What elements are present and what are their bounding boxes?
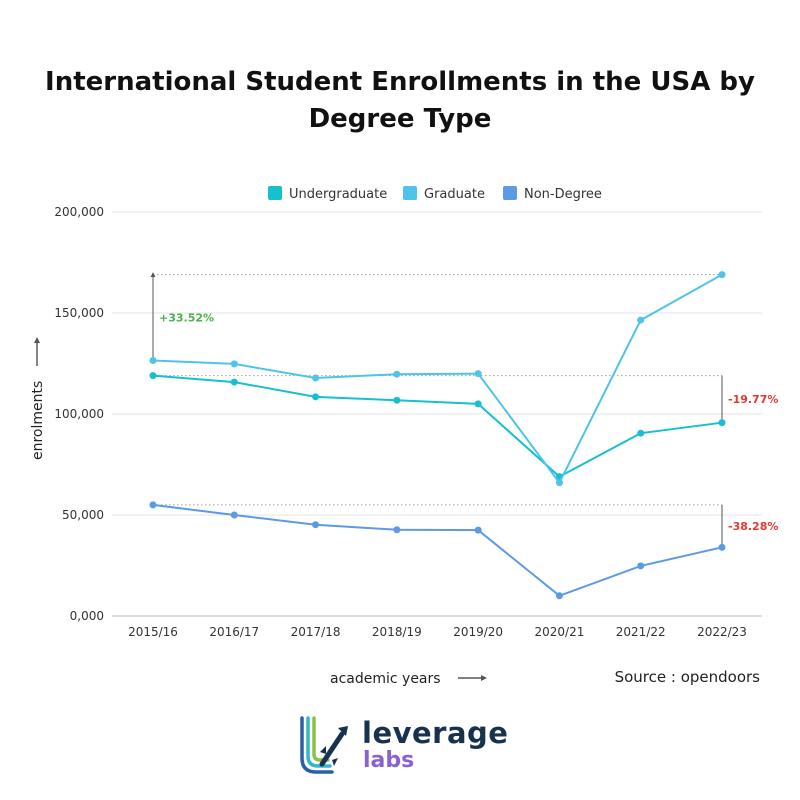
data-point-undergraduate bbox=[718, 419, 726, 427]
data-point-undergraduate bbox=[474, 400, 482, 408]
legend-swatch-graduate bbox=[403, 186, 417, 200]
data-point-non-degree bbox=[230, 511, 238, 519]
data-point-undergraduate bbox=[637, 429, 645, 437]
series-line-graduate bbox=[152, 273, 723, 485]
data-point-graduate bbox=[230, 360, 238, 368]
data-point-non-degree bbox=[312, 521, 320, 529]
x-axis-title: academic years bbox=[330, 671, 441, 687]
axis-titles: academic years enrolments bbox=[30, 337, 487, 687]
data-point-non-degree bbox=[393, 526, 401, 534]
series-line-undergraduate bbox=[152, 374, 723, 478]
logo-wordmark: leverage bbox=[362, 716, 509, 750]
legend-label-graduate: Graduate bbox=[424, 187, 485, 202]
y-tick-label: 0,000 bbox=[70, 609, 104, 623]
y-tick-label: 50,000 bbox=[62, 508, 104, 522]
data-point-graduate bbox=[637, 316, 645, 324]
legend-label-non-degree: Non-Degree bbox=[524, 187, 602, 202]
chart-title: International Student Enrollments in the… bbox=[45, 67, 755, 134]
change-label: -38.28% bbox=[728, 520, 778, 533]
series-line-non-degree bbox=[152, 503, 723, 597]
legend-swatch-non-degree bbox=[503, 186, 517, 200]
source-note: Source : opendoors bbox=[614, 668, 760, 686]
legend-swatch-undergraduate bbox=[268, 186, 282, 200]
x-tick-label: 2018/19 bbox=[372, 625, 422, 639]
x-tick-label: 2020/21 bbox=[534, 625, 584, 639]
data-point-non-degree bbox=[149, 501, 157, 509]
logo-subtitle: labs bbox=[363, 748, 415, 773]
change-label: +33.52% bbox=[159, 312, 214, 325]
rocket-logo-icon bbox=[300, 716, 348, 774]
data-point-undergraduate bbox=[230, 378, 238, 386]
x-tick-label: 2021/22 bbox=[616, 625, 666, 639]
legend-label-undergraduate: Undergraduate bbox=[289, 187, 387, 202]
leverage-labs-logo: leverage labs bbox=[298, 714, 518, 778]
data-point-graduate bbox=[149, 356, 157, 364]
x-tick-label: 2016/17 bbox=[209, 625, 259, 639]
series-lines bbox=[149, 271, 726, 600]
data-point-non-degree bbox=[474, 526, 482, 534]
data-point-graduate bbox=[718, 271, 726, 279]
x-tick-label: 2019/20 bbox=[453, 625, 503, 639]
data-point-non-degree bbox=[718, 543, 726, 551]
y-axis-ticks: 0,000 50,000 100,000 150,000 200,000 bbox=[54, 205, 104, 623]
x-tick-label: 2022/23 bbox=[697, 625, 747, 639]
data-point-non-degree bbox=[555, 592, 563, 600]
grid-lines bbox=[112, 211, 762, 617]
data-point-graduate bbox=[393, 370, 401, 378]
x-axis-ticks: 2015/16 2016/17 2017/18 2018/19 2019/20 2020/… bbox=[128, 625, 747, 639]
annotations: +33.52% -19.77% -38.28% bbox=[150, 272, 778, 550]
data-point-undergraduate bbox=[393, 396, 401, 404]
data-point-non-degree bbox=[637, 562, 645, 570]
y-tick-label: 200,000 bbox=[54, 205, 104, 219]
data-point-graduate bbox=[312, 374, 320, 382]
y-tick-label: 150,000 bbox=[54, 306, 104, 320]
x-tick-label: 2017/18 bbox=[291, 625, 341, 639]
legend: Undergraduate Graduate Non-Degree bbox=[268, 186, 602, 202]
data-point-undergraduate bbox=[149, 372, 157, 380]
data-point-undergraduate bbox=[312, 393, 320, 401]
change-label: -19.77% bbox=[728, 393, 778, 406]
x-tick-label: 2015/16 bbox=[128, 625, 178, 639]
y-axis-title: enrolments bbox=[30, 381, 46, 460]
y-tick-label: 100,000 bbox=[54, 407, 104, 421]
data-point-graduate bbox=[555, 479, 563, 487]
data-point-graduate bbox=[474, 370, 482, 378]
